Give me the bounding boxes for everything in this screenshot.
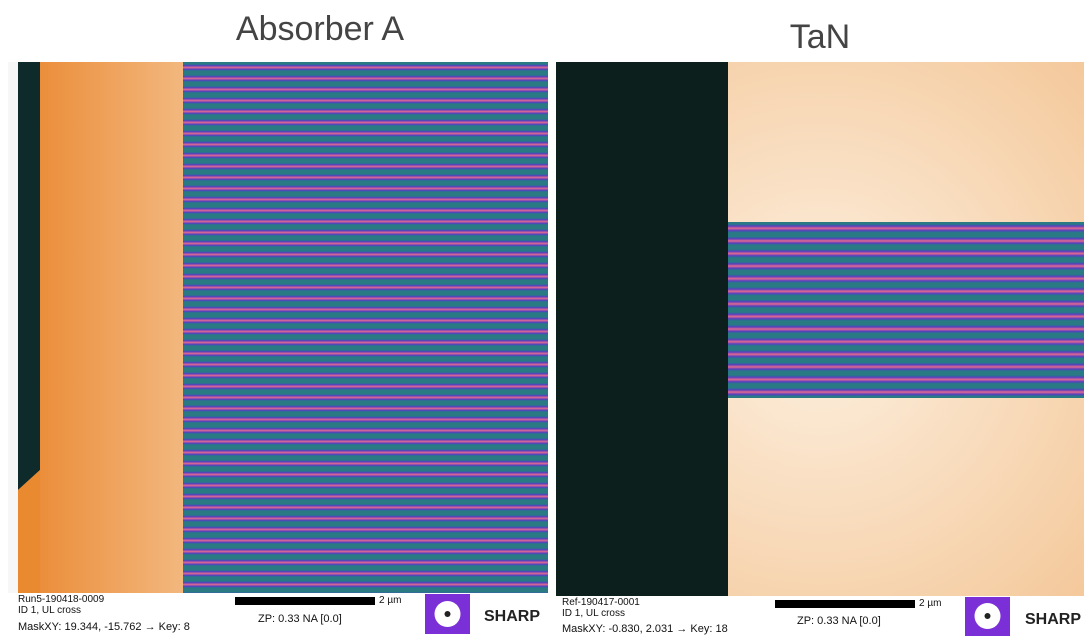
- zp-label: ZP: 0.33 NA [0.0]: [258, 613, 342, 625]
- scale-label: 2 µm: [379, 595, 401, 606]
- info-line: Ref-190417-0001: [562, 597, 640, 608]
- logo-text: SHARP: [1025, 611, 1081, 628]
- panel-title: TaN: [790, 18, 850, 56]
- left-info-bar: Run5-190418-0009 ID 1, UL cross MaskXY: …: [18, 594, 540, 634]
- zp-label: ZP: 0.33 NA [0.0]: [797, 615, 881, 627]
- info-line: ID 1, UL cross: [18, 605, 81, 616]
- panel-title: Absorber A: [236, 10, 405, 48]
- info-line: Run5-190418-0009: [18, 594, 105, 605]
- info-line: MaskXY: 19.344, -15.762 → Key: 8: [18, 621, 190, 633]
- right-info-bar: Ref-190417-0001 ID 1, UL cross MaskXY: -…: [562, 597, 1081, 636]
- scale-label: 2 µm: [919, 598, 941, 609]
- info-line: MaskXY: -0.830, 2.031 → Key: 18: [562, 623, 728, 635]
- logo-text: SHARP: [484, 608, 540, 625]
- scale-bar: [235, 597, 375, 605]
- figure: Absorber A TaN Run5-190418-0009 ID 1, UL…: [0, 0, 1084, 637]
- scale-bar: [775, 600, 915, 608]
- info-line: ID 1, UL cross: [562, 608, 625, 619]
- left-image: [8, 62, 548, 593]
- right-image: [556, 62, 1084, 596]
- page: {"panels": [ {"title": "Absorber A", "in…: [0, 0, 1084, 637]
